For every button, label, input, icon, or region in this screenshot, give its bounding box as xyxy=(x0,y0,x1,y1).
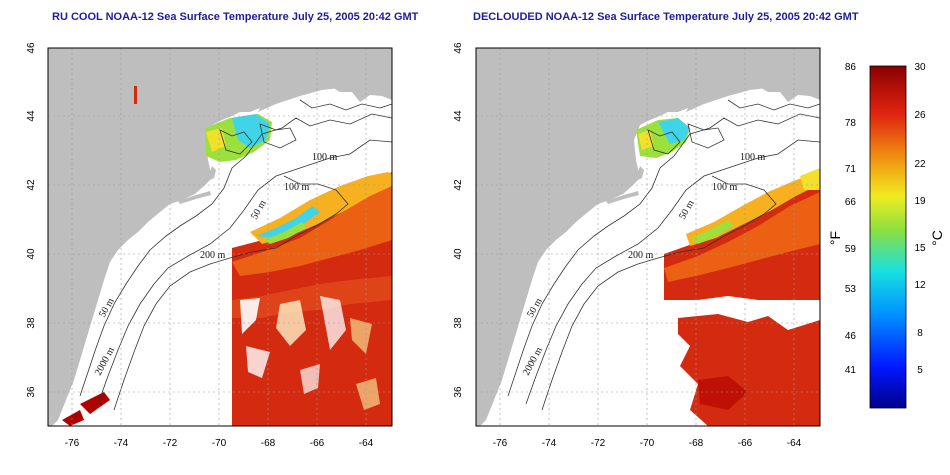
sst-layer-declouded xyxy=(636,118,820,426)
gridlines xyxy=(476,48,820,426)
x-tick: -72 xyxy=(591,438,606,449)
map-frame xyxy=(47,47,393,427)
bathymetry-contours xyxy=(79,99,392,411)
x-tick: -66 xyxy=(738,438,753,449)
right-map-title: DECLOUDED NOAA-12 Sea Surface Temperatur… xyxy=(473,11,859,23)
nova-scotia xyxy=(258,64,392,112)
fahrenheit-unit-label: °F xyxy=(827,231,843,245)
x-axis-ticks: -76 -74 -72 -70 -68 -66 -64 xyxy=(65,438,374,449)
contour-label-100m-a: 100 m xyxy=(312,152,338,163)
y-tick: 40 xyxy=(26,248,37,260)
f-tick: 46 xyxy=(845,331,857,342)
map-frame xyxy=(475,47,821,427)
land-mass xyxy=(476,48,820,426)
y-axis-ticks: 36 38 40 42 44 46 xyxy=(26,42,37,398)
y-tick: 36 xyxy=(26,386,37,398)
y-tick: 38 xyxy=(453,317,464,329)
x-tick: -76 xyxy=(493,438,508,449)
y-tick: 46 xyxy=(26,42,37,54)
contour-label-200m: 200 m xyxy=(200,250,226,261)
f-tick: 41 xyxy=(845,365,857,376)
gridlines xyxy=(48,48,392,426)
x-tick: -74 xyxy=(114,438,129,449)
y-tick: 42 xyxy=(26,179,37,191)
f-tick: 53 xyxy=(845,284,857,295)
temperature-colorbar: 86 78 71 66 59 53 46 41 30 26 22 19 15 1… xyxy=(827,62,945,409)
c-tick: 19 xyxy=(914,196,926,207)
x-tick: -70 xyxy=(640,438,655,449)
f-tick: 78 xyxy=(845,118,857,129)
sst-layer-raw xyxy=(62,86,392,426)
c-tick: 8 xyxy=(917,328,923,339)
y-tick: 42 xyxy=(453,179,464,191)
colorbar-gradient xyxy=(869,65,907,409)
x-tick: -64 xyxy=(359,438,374,449)
c-tick: 22 xyxy=(914,159,926,170)
x-tick: -76 xyxy=(65,438,80,449)
bathymetry-contours xyxy=(507,99,820,411)
y-axis-ticks: 36 38 40 42 44 46 xyxy=(453,42,464,398)
c-tick: 30 xyxy=(914,62,926,73)
x-axis-ticks: -76 -74 -72 -70 -68 -66 -64 xyxy=(493,438,802,449)
celsius-ticks: 30 26 22 19 15 12 8 5 xyxy=(914,62,926,376)
x-tick: -72 xyxy=(163,438,178,449)
contour-label-100m-b: 100 m xyxy=(712,182,738,193)
y-tick: 38 xyxy=(26,317,37,329)
x-tick: -68 xyxy=(689,438,704,449)
x-tick: -68 xyxy=(261,438,276,449)
y-tick: 44 xyxy=(26,110,37,122)
x-tick: -64 xyxy=(787,438,802,449)
c-tick: 12 xyxy=(914,280,926,291)
sst-map-raw: 100 m 100 m 50 m 200 m 50 m 2000 m -76 -… xyxy=(26,42,393,449)
cape-cod xyxy=(632,166,644,182)
left-map-title: RU COOL NOAA-12 Sea Surface Temperature … xyxy=(52,11,419,23)
c-tick: 26 xyxy=(914,110,926,121)
f-tick: 71 xyxy=(845,164,857,175)
f-tick: 86 xyxy=(845,62,857,73)
y-tick: 36 xyxy=(453,386,464,398)
y-tick: 46 xyxy=(453,42,464,54)
contour-label-200m: 200 m xyxy=(628,250,654,261)
cape-cod xyxy=(204,166,216,182)
nova-scotia xyxy=(686,64,820,112)
c-tick: 5 xyxy=(917,365,923,376)
x-tick: -66 xyxy=(310,438,325,449)
long-island xyxy=(606,191,639,204)
contour-label-100m-a: 100 m xyxy=(740,152,766,163)
land-mass xyxy=(48,48,392,426)
x-tick: -74 xyxy=(542,438,557,449)
sst-map-declouded: 100 m 100 m 50 m 200 m 50 m 2000 m -76 -… xyxy=(453,42,821,449)
y-tick: 40 xyxy=(453,248,464,260)
contour-label-100m-b: 100 m xyxy=(284,182,310,193)
long-island xyxy=(178,191,211,204)
f-tick: 66 xyxy=(845,197,857,208)
f-tick: 59 xyxy=(845,244,857,255)
x-tick: -70 xyxy=(212,438,227,449)
y-tick: 44 xyxy=(453,110,464,122)
fahrenheit-ticks: 86 78 71 66 59 53 46 41 xyxy=(845,62,857,376)
c-tick: 15 xyxy=(914,243,926,254)
celsius-unit-label: °C xyxy=(929,230,945,246)
